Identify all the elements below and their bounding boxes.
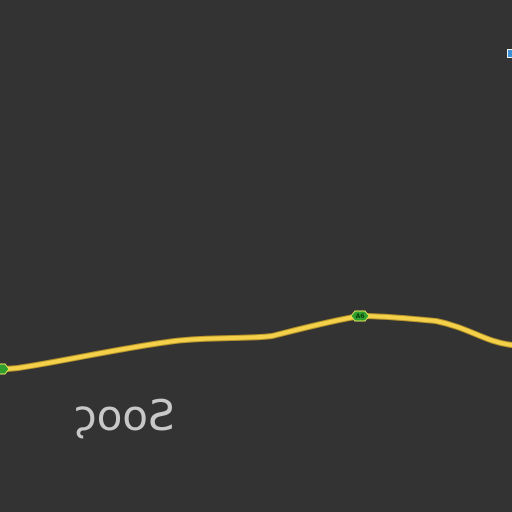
- hexagon-shield-icon: [350, 310, 370, 322]
- route-shield-edge[interactable]: [0, 363, 10, 375]
- route-shield-label: A6: [356, 313, 365, 320]
- hexagon-shield-icon: [0, 363, 10, 375]
- edge-poi-marker[interactable]: [507, 49, 512, 58]
- place-label: Sooς: [72, 391, 175, 440]
- route-shield-a6[interactable]: A6: [350, 310, 370, 322]
- highway-road[interactable]: [0, 314, 512, 372]
